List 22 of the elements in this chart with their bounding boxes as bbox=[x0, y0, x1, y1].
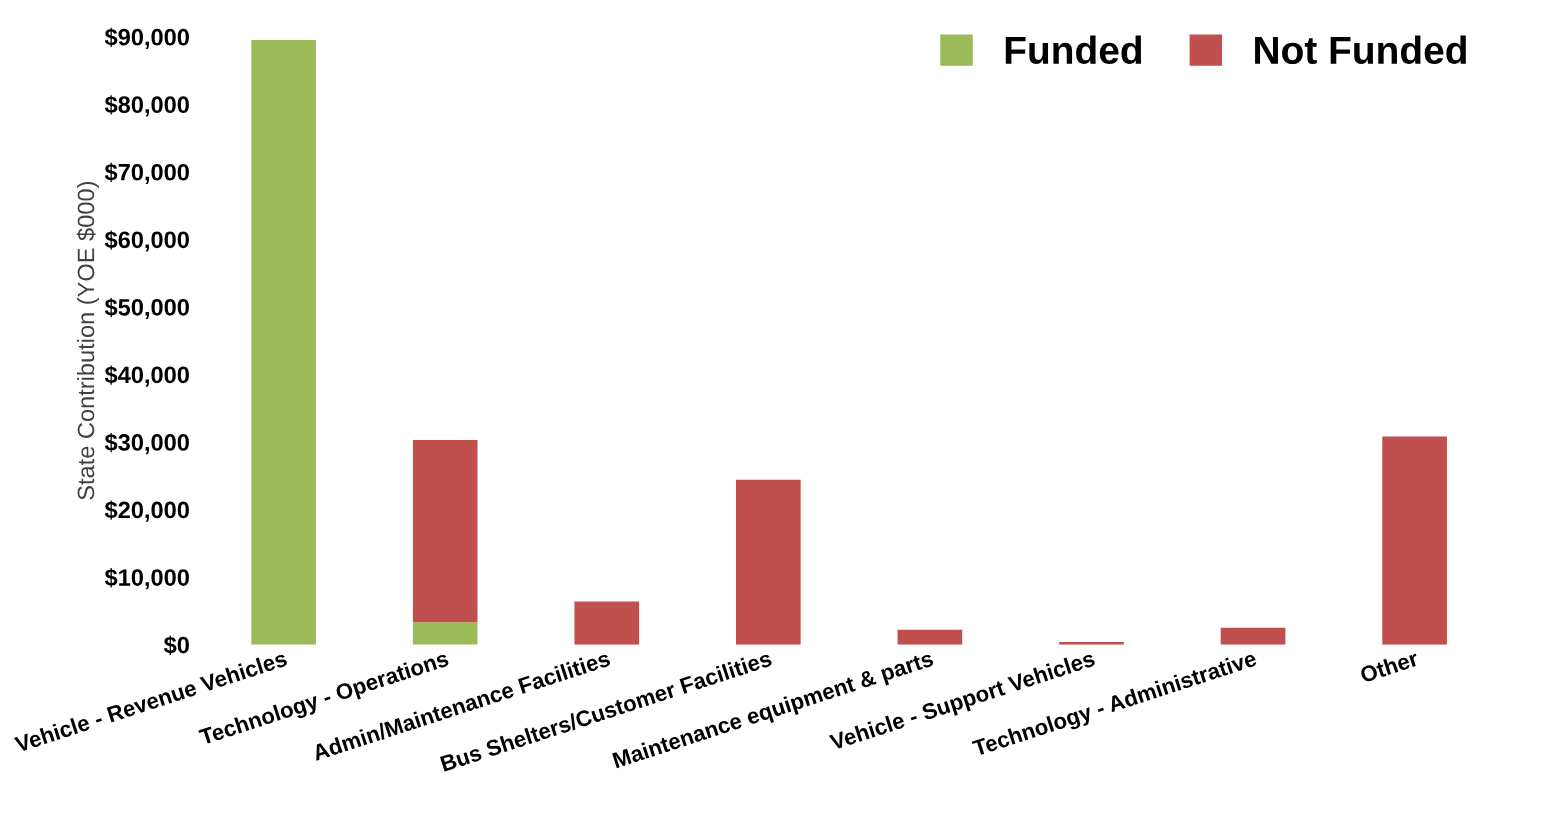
y-tick-label: $40,000 bbox=[104, 365, 189, 387]
y-tick-label: $20,000 bbox=[104, 500, 189, 522]
bar bbox=[412, 439, 478, 623]
y-axis-title: State Contribution (YOE $000) bbox=[76, 182, 99, 500]
bar bbox=[574, 601, 640, 645]
y-tick-label: $10,000 bbox=[104, 568, 189, 590]
bar bbox=[736, 479, 801, 645]
bar bbox=[1382, 436, 1447, 645]
bar bbox=[412, 622, 478, 645]
legend-label: Funded bbox=[1005, 35, 1142, 65]
y-tick-label: $50,000 bbox=[104, 297, 189, 320]
y-tick-label: $0 bbox=[163, 635, 189, 655]
y-tick-label: $70,000 bbox=[104, 162, 189, 185]
legend-label: Not Funded bbox=[1255, 35, 1466, 65]
bar bbox=[1220, 627, 1286, 645]
bar bbox=[251, 40, 316, 645]
y-tick-label: $80,000 bbox=[104, 95, 189, 117]
y-tick-label: $60,000 bbox=[104, 230, 189, 252]
y-tick-label: $30,000 bbox=[104, 433, 189, 455]
y-tick-label: $90,000 bbox=[104, 27, 189, 49]
bar bbox=[897, 629, 963, 645]
x-tick-label: Other bbox=[1359, 649, 1420, 684]
